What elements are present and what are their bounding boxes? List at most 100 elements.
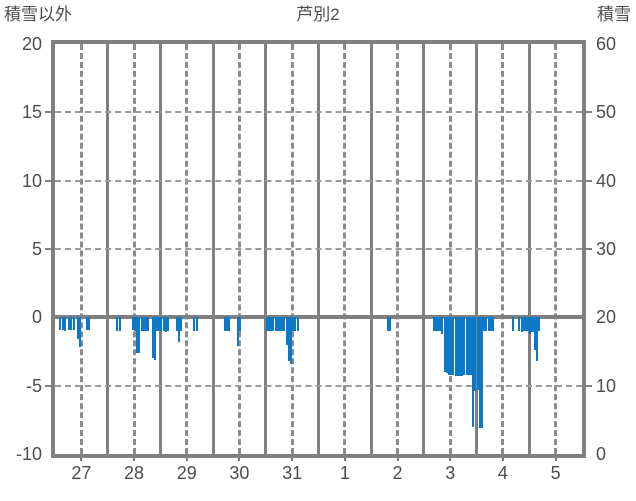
data-bar [145,317,148,331]
x-axis-tick-label: 2 [392,463,403,483]
data-bar [164,317,167,333]
data-bar [142,317,145,331]
x-axis-tick [449,455,452,461]
right-axis-tick [585,179,592,182]
data-bar [285,317,288,345]
data-bar [281,317,284,331]
x-axis-tick [396,455,399,461]
data-bar [448,317,451,375]
data-bar [533,317,536,351]
data-bar [272,317,275,331]
right-axis-tick [585,248,592,250]
data-bar [177,317,180,342]
data-bar [461,317,464,377]
data-bar [63,317,66,331]
data-bar [140,317,143,331]
right-axis-tick-label: 50 [596,102,617,123]
left-axis-tick-label: 0 [31,307,42,328]
data-bar [538,317,541,331]
data-bar [439,317,442,331]
data-bar [463,317,466,375]
data-bar [85,317,88,330]
data-bar [483,317,486,331]
right-axis-tick [585,111,592,114]
data-bar [491,317,494,331]
data-bar [287,317,290,362]
data-bar [237,317,240,347]
plot-area [51,40,586,458]
data-bar [166,317,169,331]
right-axis-tick-label: 60 [596,34,617,54]
data-bar [274,317,277,331]
left-axis-tick-label: 5 [31,239,42,259]
x-axis-tick-label: 27 [71,463,92,483]
data-bar [267,317,270,331]
data-bar [524,317,527,331]
data-bar [518,317,521,331]
left-axis-tick-label: -5 [25,375,42,396]
data-bar [136,317,139,353]
data-bar [175,317,178,331]
data-bar [278,317,281,331]
data-bar [489,317,492,331]
left-axis-tick-label: -10 [15,444,42,464]
data-bar [68,317,71,330]
data-bar [443,317,446,372]
data-bar [158,317,161,331]
data-bar [131,317,134,330]
x-axis-tick-label: 28 [124,463,145,483]
data-bar [72,317,75,330]
chart-title: 芦別2 [296,5,340,24]
data-bar [485,317,488,331]
x-axis-tick [185,455,188,461]
right-axis-title: 積雪 [597,5,631,24]
data-bar [434,317,437,331]
x-axis-tick [501,455,504,461]
x-axis-tick [291,455,294,461]
data-bar [224,317,227,331]
x-axis-tick [343,455,346,461]
x-axis-tick-label: 5 [550,463,561,483]
x-axis-tick-label: 31 [282,463,303,483]
data-bar [228,317,231,331]
data-bar [79,317,82,348]
data-bar [276,317,279,331]
right-axis-tick [585,384,592,387]
data-bar [138,317,141,353]
x-axis-tick [238,455,241,461]
data-bar [441,317,444,334]
data-bar [226,317,229,331]
data-bar [432,317,435,331]
data-bar [465,317,468,375]
left-axis-tick-label: 15 [21,102,42,123]
data-bar [527,317,530,331]
data-bar [283,317,286,331]
horizontal-gridline [55,179,582,182]
data-bar [151,317,154,359]
left-axis-tick [45,384,52,387]
left-axis-tick [45,111,52,114]
right-axis-tick-label: 20 [596,307,617,328]
right-axis-tick-label: 30 [596,239,617,259]
left-axis-title: 積雪以外 [4,5,72,24]
data-bar [454,317,457,377]
x-axis-tick-label: 29 [176,463,197,483]
zero-baseline [55,315,582,320]
data-bar [289,317,292,364]
x-axis-tick [133,455,136,461]
data-bar [118,317,121,331]
horizontal-gridline [55,384,582,387]
data-bar [270,317,273,331]
data-bar [147,317,150,331]
horizontal-gridline [55,248,582,250]
data-bar [153,317,156,360]
x-axis-tick-label: 3 [445,463,456,483]
x-axis-tick-label: 30 [229,463,250,483]
data-bar [265,317,268,331]
data-bar [470,317,473,375]
data-bar [156,317,159,331]
left-axis-tick [45,248,52,250]
data-bar [437,317,440,331]
data-bar [450,317,453,375]
left-axis-tick-label: 20 [21,34,42,54]
